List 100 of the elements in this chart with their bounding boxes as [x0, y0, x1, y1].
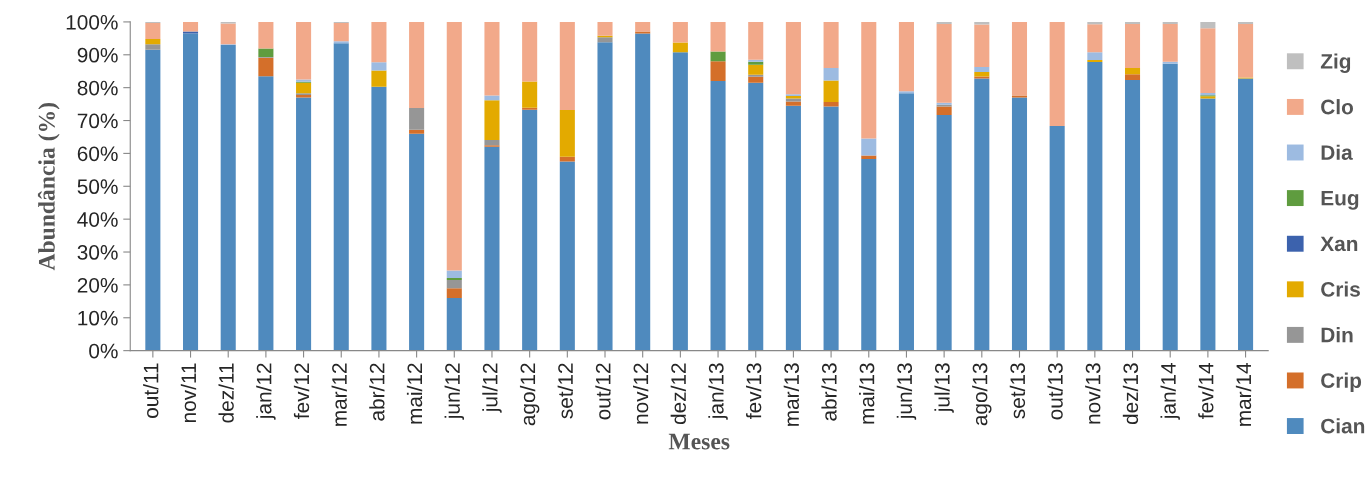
y-tick-label: 40% [77, 212, 118, 227]
bar [446, 21, 462, 271]
bar [258, 57, 274, 77]
bar [1238, 78, 1254, 351]
bar [785, 21, 801, 95]
y-tick-label: 70% [77, 113, 118, 129]
bar [446, 270, 462, 278]
x-tick-label: dez/11 [218, 363, 234, 423]
bar [559, 21, 575, 111]
x-tick-label: nov/13 [1085, 363, 1101, 424]
bar [1200, 21, 1216, 29]
x-tick-label: ago/12 [519, 363, 540, 426]
bar [748, 82, 764, 351]
x-tick-label: mar/13 [783, 363, 799, 426]
legend-label: Cris [1321, 281, 1360, 297]
bar [522, 81, 538, 108]
bar [145, 49, 161, 351]
bar [1124, 67, 1141, 75]
bar [672, 21, 688, 43]
bar [446, 288, 462, 299]
bar [296, 82, 312, 94]
x-tick-label: jan/14 [1160, 363, 1180, 420]
y-tick-label: 10% [78, 310, 118, 326]
y-tick-label: 80% [77, 80, 118, 96]
bar [823, 21, 839, 68]
y-tick-label: 30% [77, 245, 118, 260]
bar [258, 76, 274, 351]
bar [974, 78, 990, 351]
bar [710, 81, 726, 351]
bar [823, 102, 839, 107]
x-tick-label: abr/13 [821, 363, 837, 421]
x-tick-label: mai/12 [406, 363, 423, 424]
bar [974, 24, 990, 67]
legend-label: Zig [1320, 53, 1351, 73]
bar [936, 23, 952, 103]
y-tick-label: 50% [77, 179, 118, 195]
x-tick-label: jan/12 [256, 363, 276, 420]
x-tick-label: jan/13 [708, 363, 728, 420]
bar [484, 100, 500, 140]
bar [1087, 24, 1103, 53]
x-tick-label: jul/13 [934, 363, 954, 413]
bar [785, 101, 801, 106]
bar [371, 62, 387, 71]
bar [748, 76, 764, 83]
bar [145, 44, 161, 50]
x-tick-label: out/13 [1047, 363, 1063, 420]
bar [861, 158, 877, 351]
bar [258, 21, 274, 49]
bar [898, 93, 914, 351]
bar [597, 37, 613, 43]
bar [333, 22, 349, 42]
bar [484, 146, 500, 351]
y-tick-label: 60% [77, 146, 118, 162]
bar [1011, 21, 1028, 96]
bar [1162, 63, 1178, 351]
x-tick-label: fev/14 [1198, 363, 1214, 419]
bar [823, 67, 839, 81]
bar [258, 48, 274, 58]
legend-label: Cian [1321, 418, 1365, 434]
bar [974, 66, 990, 72]
x-tick-label: dez/12 [670, 363, 686, 425]
x-tick-label: jun/12 [444, 363, 464, 420]
x-tick-label: jul/12 [482, 363, 502, 413]
bar [861, 21, 877, 139]
bar [409, 108, 425, 130]
bar [183, 33, 199, 351]
bar [597, 42, 613, 351]
bar [484, 139, 500, 146]
x-tick-label: set/12 [557, 363, 573, 419]
bar [1011, 97, 1028, 351]
x-tick-label: out/11 [143, 363, 159, 418]
bar [522, 21, 538, 82]
bar [710, 61, 726, 82]
x-axis-title: Meses [668, 433, 730, 450]
bar [672, 42, 688, 53]
bar [183, 21, 199, 32]
bar [559, 161, 575, 351]
legend-label: Xan [1320, 236, 1358, 252]
bar [1124, 80, 1141, 351]
bar [1087, 52, 1103, 61]
x-tick-label: dez/13 [1122, 363, 1139, 425]
bar [559, 110, 575, 157]
bar [597, 21, 613, 36]
bar [371, 70, 387, 87]
x-tick-label: set/13 [1009, 363, 1026, 419]
x-tick-label: mar/12 [331, 363, 347, 426]
bar [1238, 23, 1254, 78]
bar [484, 95, 500, 101]
y-tick-label: 100% [66, 14, 118, 30]
bar [1124, 23, 1141, 68]
bar [220, 44, 236, 351]
x-tick-label: jun/13 [896, 363, 917, 420]
bar [409, 133, 425, 351]
bar [974, 21, 990, 25]
bar [145, 22, 161, 40]
bar [710, 21, 726, 52]
bar [861, 155, 877, 159]
bar [710, 51, 726, 62]
x-tick-label: fev/13 [746, 363, 762, 419]
x-tick-label: mar/14 [1235, 363, 1252, 426]
